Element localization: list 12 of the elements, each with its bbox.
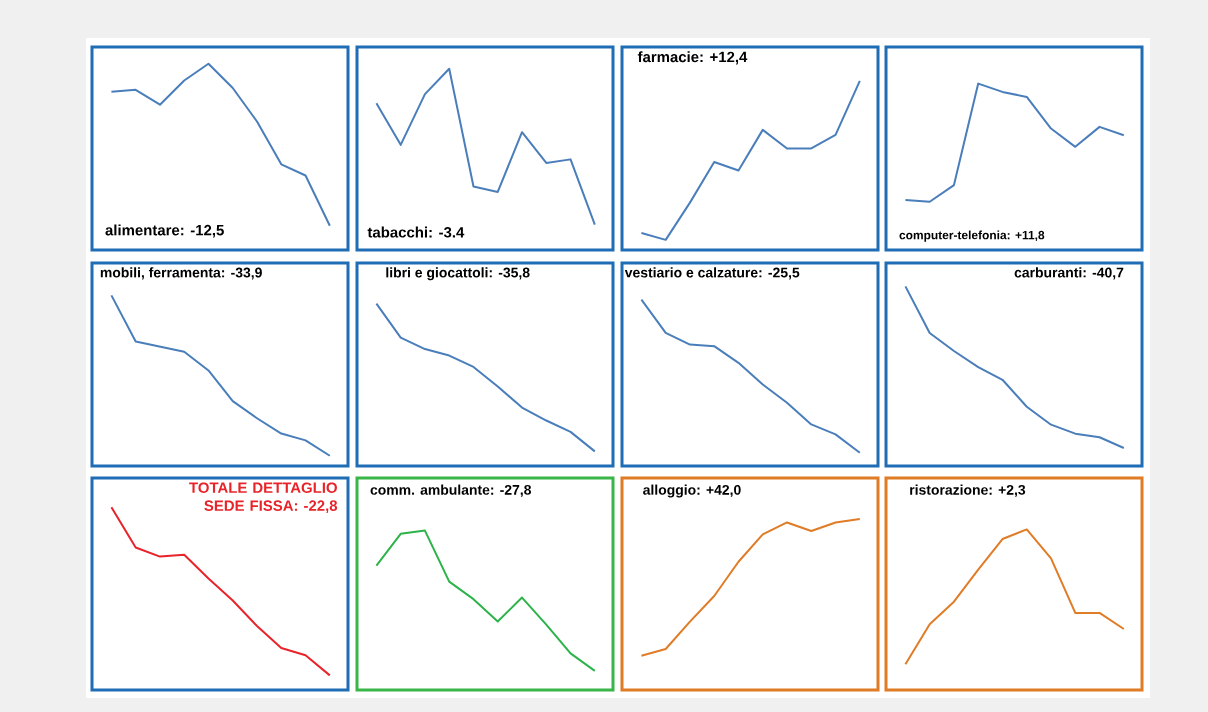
chart-title: mobili, ferramenta: -33,9 <box>100 267 262 280</box>
text: computer-telefonia: +11,8 <box>899 230 1045 242</box>
chart-title: farmacie: +12,4 <box>637 51 748 65</box>
chart-title: alloggio: +42,0 <box>643 484 741 498</box>
chart-title: vestiario e calzature: -25,5 <box>624 267 800 280</box>
chart-title: TOTALE DETTAGLIO SEDE FISSA: -22,8 <box>189 482 338 514</box>
text: alimentare: -12,5 <box>105 224 224 238</box>
text: tabacchi: -3.4 <box>367 226 465 238</box>
chart-title: ristorazione: +2,3 <box>910 484 1026 497</box>
chart-title: comm. ambulante: -27,8 <box>370 484 532 497</box>
chart-title: libri e giocattoli: -35,8 <box>386 267 530 281</box>
chart-title: carburanti: -40,7 <box>1014 267 1124 280</box>
